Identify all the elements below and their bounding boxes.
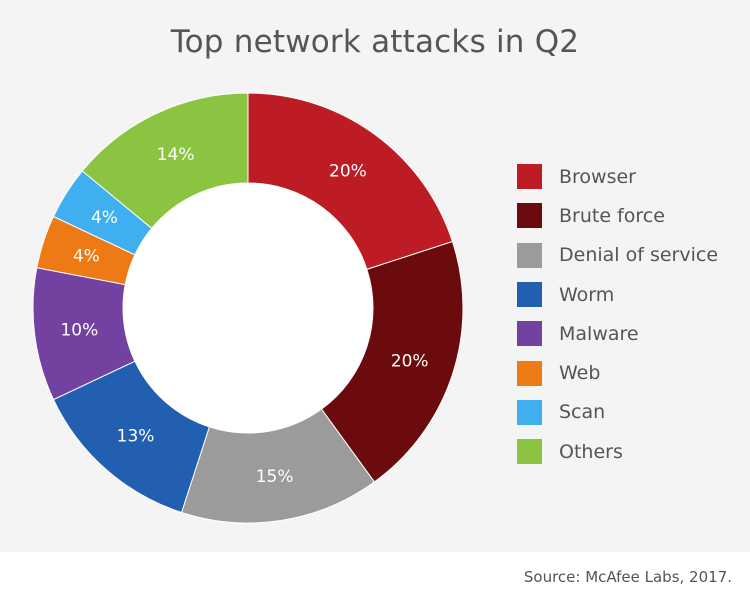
legend-swatch-scan: [517, 399, 542, 425]
legend-item-brute-force: Brute force: [517, 196, 718, 235]
legend-item-others: Others: [517, 432, 718, 471]
donut-hole: [123, 183, 373, 433]
slice-label-scan: 4%: [91, 208, 118, 228]
chart-legend: Browser Brute force Denial of service Worm M…: [517, 157, 718, 471]
slice-label-denial-of-service: 15%: [256, 467, 294, 487]
legend-label-worm: Worm: [559, 283, 615, 306]
legend-label-malware: Malware: [559, 322, 639, 345]
slice-label-others: 14%: [157, 145, 195, 165]
legend-swatch-others: [517, 439, 542, 465]
slice-label-malware: 10%: [60, 320, 98, 340]
legend-label-scan: Scan: [559, 401, 606, 424]
legend-item-browser: Browser: [517, 157, 718, 196]
legend-swatch-brute-force: [517, 203, 542, 229]
source-note: Source: McAfee Labs, 2017.: [523, 568, 732, 586]
legend-label-brute-force: Brute force: [559, 204, 665, 227]
slice-label-web: 4%: [73, 246, 100, 266]
legend-swatch-web: [517, 360, 542, 386]
legend-label-browser: Browser: [559, 165, 636, 188]
donut-chart: 20% 20% 15% 13% 10% 4% 4% 14%: [32, 92, 464, 524]
legend-label-denial-of-service: Denial of service: [559, 244, 719, 267]
slice-label-worm: 13%: [117, 427, 155, 447]
legend-item-scan: Scan: [517, 393, 718, 432]
legend-label-others: Others: [559, 440, 623, 463]
slice-label-brute-force: 20%: [391, 352, 429, 372]
chart-title: Top network attacks in Q2: [170, 24, 580, 60]
slice-label-browser: 20%: [329, 161, 367, 181]
legend-swatch-malware: [517, 321, 542, 347]
legend-item-malware: Malware: [517, 314, 718, 353]
legend-item-denial-of-service: Denial of service: [517, 236, 718, 275]
legend-swatch-worm: [517, 282, 542, 308]
legend-item-worm: Worm: [517, 275, 718, 314]
legend-item-web: Web: [517, 353, 718, 392]
legend-swatch-browser: [517, 164, 542, 190]
legend-label-web: Web: [559, 362, 601, 385]
legend-swatch-denial-of-service: [517, 242, 542, 268]
